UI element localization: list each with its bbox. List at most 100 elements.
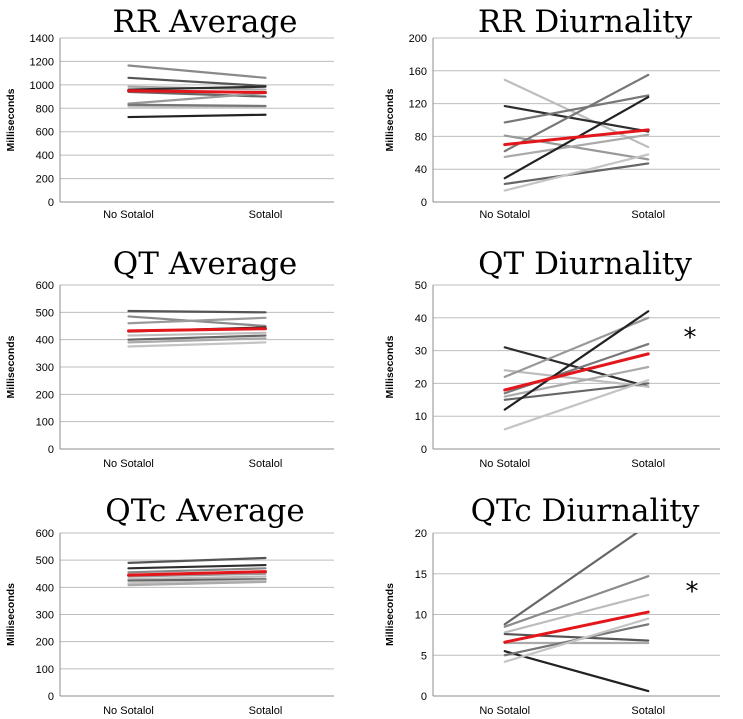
rr-diurnality-ylabel: Milliseconds [384,88,396,151]
qtc-diurnality-title: QTc Diurnality [471,493,700,529]
qt-average-category-label: No Sotalol [103,458,154,470]
qtc-diurnality-series-subject-8 [503,617,650,663]
rr-average-series-subject-9 [127,113,267,119]
qt-diurnality-series-subject-5 [503,365,650,398]
rr-diurnality-category-label: Sotalol [631,209,665,221]
rr-average-series-subject-8 [127,103,267,108]
rr-average-series-subject-7 [127,105,267,109]
qt-diurnality-ytick-label: 0 [421,444,427,456]
qtc-diurnality-ytick-label: 10 [415,610,427,622]
rr-average-ytick-label: 1200 [30,56,54,68]
qtc-diurnality-ylabel: Milliseconds [384,583,396,646]
qt-diurnality-title: QT Diurnality [478,246,692,282]
qtc-diurnality-series-subject-3 [503,593,650,634]
qtc-diurnality-series-subject-4 [503,632,650,642]
qtc-average-series-subject-8 [127,580,267,587]
qtc-diurnality-ytick-label: 15 [415,569,427,581]
qtc-diurnality-ytick-label: 0 [421,691,427,703]
rr-diurnality-ytick-label: 120 [409,99,427,111]
qtc-average-ytick-label: 0 [48,691,54,703]
rr-average-ytick-label: 0 [48,197,54,209]
qt-average-series-subject-8 [127,341,267,348]
qtc-diurnality-significance-asterisk: * [686,577,699,607]
qt-average-ytick-label: 400 [36,335,54,347]
rr-diurnality-ytick-label: 0 [421,197,427,209]
qtc-average-series-subject-7 [127,579,267,585]
qtc-average-ytick-label: 100 [36,664,54,676]
qt-average-series-subject-3 [127,316,267,325]
qt-average-series-subject-6 [127,334,267,341]
rr-diurnality-ytick-label: 200 [409,33,427,45]
qt-diurnality-ytick-label: 10 [415,411,427,423]
qtc-diurnality-series-subject-6 [503,650,650,693]
qt-diurnality-ytick-label: 30 [415,346,427,358]
rr-diurnality-series-mean [503,128,650,147]
rr-average-series-mean [127,89,267,94]
rr-diurnality-ytick-label: 160 [409,66,427,78]
qt-diurnality-series-subject-2 [503,369,650,388]
qtc-average-series-subject-5 [127,575,267,581]
qtc-average-series-subject-3 [127,567,267,574]
qt-average-ytick-label: 600 [36,280,54,292]
rr-average-ytick-label: 200 [36,174,54,186]
rr-diurnality-title: RR Diurnality [478,4,693,40]
rr-diurnality-ytick-label: 80 [415,131,427,143]
qt-average-ytick-label: 200 [36,389,54,401]
qt-diurnality-significance-asterisk: * [684,323,697,353]
qtc-average-series-subject-6 [127,578,267,582]
qtc-diurnality-series-mean [503,610,650,644]
rr-diurnality-series-subject-9 [503,153,650,192]
qt-diurnality-series-subject-6 [503,382,650,401]
qtc-diurnality-category-label: Sotalol [631,705,665,717]
rr-average-series-subject-6 [127,91,267,105]
qtc-average-ytick-label: 600 [36,528,54,540]
qt-average-series-mean [127,327,267,333]
qt-average-series-subject-7 [127,337,267,344]
rr-diurnality-ytick-label: 40 [415,164,427,176]
rr-average-ytick-label: 1400 [30,33,54,45]
qtc-average-category-label: No Sotalol [103,705,154,717]
qt-diurnality-ylabel: Milliseconds [384,335,396,398]
qt-average-ytick-label: 0 [48,444,54,456]
rr-average-series-subject-4 [127,85,267,91]
qtc-average-title: QTc Average [105,493,304,529]
qtc-average-ylabel: Milliseconds [5,583,17,646]
qtc-average-ytick-label: 300 [36,610,54,622]
qt-diurnality-series-mean [503,352,650,392]
qt-average-ytick-label: 300 [36,362,54,374]
qtc-average-ytick-label: 400 [36,582,54,594]
qt-diurnality-ytick-label: 40 [415,313,427,325]
rr-average-ytick-label: 600 [36,127,54,139]
qt-diurnality-category-label: No Sotalol [479,458,530,470]
rr-average-ytick-label: 1000 [30,80,54,92]
rr-diurnality-series-subject-5 [503,73,650,153]
rr-diurnality-category-label: No Sotalol [479,209,530,221]
qt-average-series-subject-1 [127,309,267,314]
rr-diurnality-series-subject-3 [503,94,650,124]
qt-average-title: QT Average [113,246,297,282]
qtc-diurnality-series-subject-1 [503,533,639,626]
qtc-diurnality-series-subject-2 [503,575,650,628]
qt-diurnality-series-subject-1 [503,346,650,388]
qt-diurnality-series-subject-8 [503,379,650,431]
qtc-average-ytick-label: 500 [36,555,54,567]
qt-average-ytick-label: 500 [36,307,54,319]
qt-average-category-label: Sotalol [249,458,283,470]
rr-average-title: RR Average [112,4,297,40]
qtc-diurnality-category-label: No Sotalol [479,705,530,717]
qt-diurnality-series-subject-7 [503,310,650,411]
qtc-average-ytick-label: 200 [36,637,54,649]
rr-average-series-subject-2 [127,76,267,88]
qtc-average-category-label: Sotalol [249,705,283,717]
qt-diurnality-ytick-label: 20 [415,378,427,390]
rr-average-category-label: Sotalol [249,209,283,221]
qt-diurnality-ytick-label: 50 [415,280,427,292]
qtc-diurnality-ytick-label: 20 [415,528,427,540]
rr-average-category-label: No Sotalol [103,209,154,221]
qt-average-ytick-label: 100 [36,417,54,429]
qtc-average-series-mean [127,570,267,577]
qtc-average-series-subject-2 [127,563,267,570]
qtc-average-series-subject-1 [127,556,267,564]
